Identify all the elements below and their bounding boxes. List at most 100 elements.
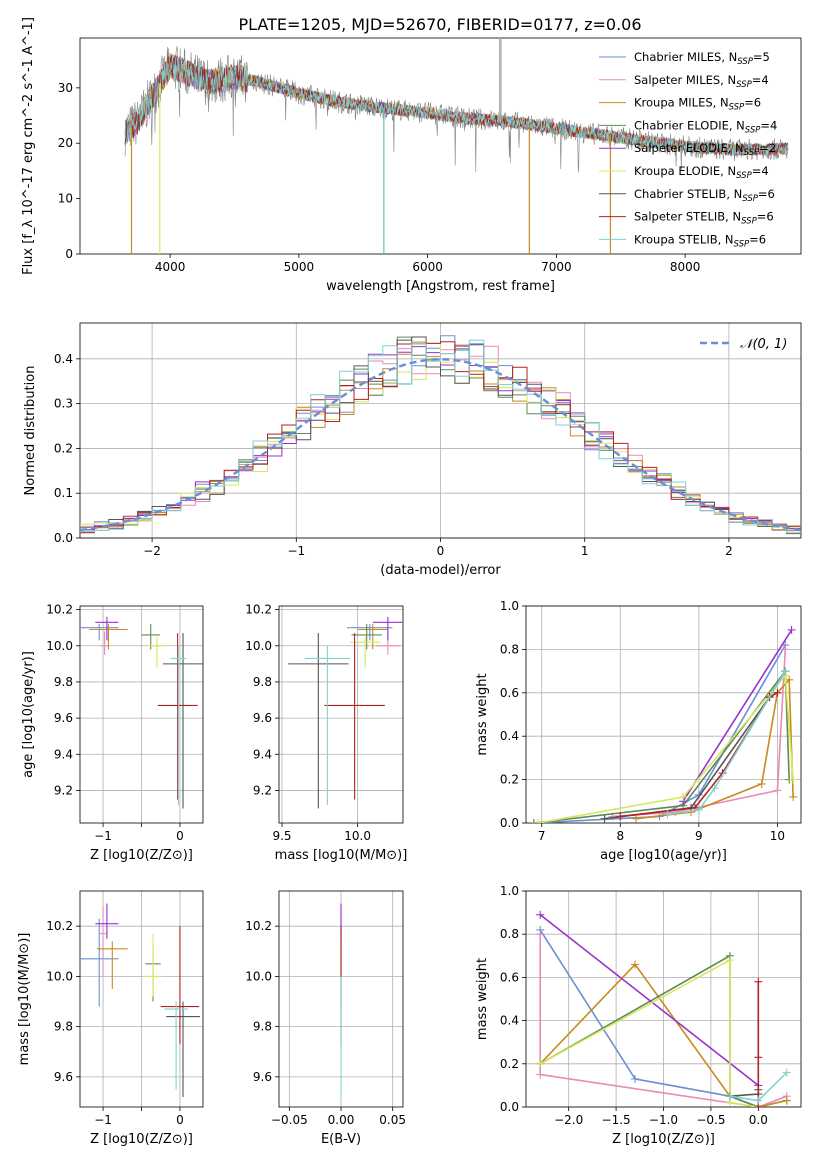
x-tick-label: 8000 [670,260,701,274]
y-tick-label: 10.2 [46,603,73,617]
weight-marker [536,910,545,919]
y-tick-label: 1.0 [500,599,519,613]
y-tick-label: 0.2 [54,441,73,455]
errorbar-point [347,624,393,641]
weight-marker [789,775,798,784]
z_weight-axes: −2.0 −1.5 −1.0 −0.5 0.0 0.0 0.2 0.4 0.6 0.8 1.0 Z [… [475,884,802,1147]
residual_hist-plot-area [80,335,801,535]
z_age-frame [79,605,204,824]
y-tick-label: 0.6 [500,686,519,700]
spectrum-axes: 4000 5000 6000 7000 8000 0 10 20 30 wavelength [A… [21,17,802,294]
errorbar-point [324,633,385,800]
weight-marker [631,1074,640,1083]
x-tick-label: 9.5 [272,829,291,843]
age_weight-frame [525,605,802,824]
y-tick-label: 0.4 [500,1014,519,1028]
y-tick-label: 10.0 [245,639,272,653]
errorbar-point [304,645,351,805]
weight-marker [781,645,790,654]
y-axis-label: age [log10(age/yr)] [21,651,36,778]
z_weight-plot-area [536,910,791,1107]
weight-marker [785,675,794,684]
legend-entry: Kroupa STELIB, NSSP=6 [634,232,766,249]
x-tick-label: 7000 [541,260,572,274]
weight-marker [725,1092,734,1101]
x-tick-label: 7 [538,829,546,843]
weight-marker [631,960,640,969]
model-spectrum-line [124,55,789,156]
weight-series-line [539,934,788,1107]
legend-entry: Chabrier MILES, NSSP=5 [634,50,770,67]
x-tick-label: 10.0 [344,829,371,843]
y-tick-label: 9.8 [253,1020,272,1034]
y-tick-label: 20 [58,136,73,150]
weight-marker [754,1053,763,1062]
y-tick-label: 9.8 [54,675,73,689]
weight-marker [536,1070,545,1079]
x-tick-label: −1 [94,1113,112,1127]
errorbar-point [80,624,119,641]
weight-series-line [539,958,759,1107]
weight-marker [787,625,796,634]
weight-marker [754,1096,763,1105]
legend-entry: Salpeter ELODIE, NSSP=2 [634,141,776,158]
y-tick-label: 30 [58,81,73,95]
y-tick-label: 10.0 [245,969,272,983]
x-tick-label: 0 [176,1113,184,1127]
y-tick-label: 0.8 [500,927,519,941]
spectrum-plot-area [124,38,789,254]
weight-marker [789,792,798,801]
weight-series-line [533,668,790,823]
weight-marker [782,1068,791,1077]
weight-marker [616,812,625,821]
x-axis-label: E(B-V) [321,1132,361,1147]
residual_hist-frame [79,322,802,539]
x-tick-label: 0.05 [379,1113,406,1127]
y-tick-label: 9.2 [253,783,272,797]
errorbar-point [147,636,167,668]
weight-marker [533,819,542,823]
x-tick-label: −1 [287,544,305,558]
y-tick-label: 0.0 [500,816,519,830]
y-tick-label: 9.6 [253,711,272,725]
legend-entry: Chabrier ELODIE, NSSP=4 [634,118,777,135]
residual-histogram-step [80,342,801,528]
y-tick-label: 9.6 [54,711,73,725]
weight-marker [710,784,719,793]
z_mass-frame [79,890,204,1108]
figure-title: PLATE=1205, MJD=52670, FIBERID=0177, z=0… [238,15,641,34]
y-tick-label: 0.2 [500,773,519,787]
weight-marker [663,810,672,819]
y-tick-label: 9.8 [253,675,272,689]
mass_age-axes: 9.5 10.0 9.2 9.4 9.6 9.8 10.0 10.2 mass [log10(M… [245,603,407,863]
weight-marker [773,786,782,795]
age_weight-axes: 7 8 9 10 0.0 0.2 0.4 0.6 0.8 1.0 age [log10(age/yr… [475,599,802,863]
y-tick-label: 9.2 [54,783,73,797]
x-tick-label: 1 [581,544,589,558]
weight-marker [536,930,545,939]
weight-series-line [537,673,794,823]
spectrum-legend: Chabrier MILES, NSSP=5 Salpeter MILES, NS… [599,50,777,249]
y-tick-label: 0.4 [500,729,519,743]
weight-marker [600,814,609,823]
errorbar-point [95,903,119,939]
ebv_mass-frame [278,890,404,1108]
y-axis-label: Normed distribution [23,366,38,496]
weight-series-line [729,1089,760,1097]
errorbar-point [357,624,388,650]
errorbar-point [143,933,163,997]
normal-curve [80,358,801,532]
weight-marker [632,814,640,823]
legend-entry: Kroupa ELODIE, NSSP=4 [634,164,769,181]
y-axis-label: mass weight [475,673,490,755]
z_mass-plot-area [80,903,200,1097]
legend-entry: Kroupa MILES, NSSP=6 [634,96,761,113]
x-tick-label: 5000 [284,260,315,274]
x-tick-label: 8 [616,829,624,843]
y-tick-label: 0.0 [54,531,73,545]
weight-series-line [539,954,759,1107]
errorbar-point [160,926,200,1045]
x-tick-label: −1 [94,829,112,843]
weight-marker [725,956,734,965]
weight-marker [757,779,766,788]
